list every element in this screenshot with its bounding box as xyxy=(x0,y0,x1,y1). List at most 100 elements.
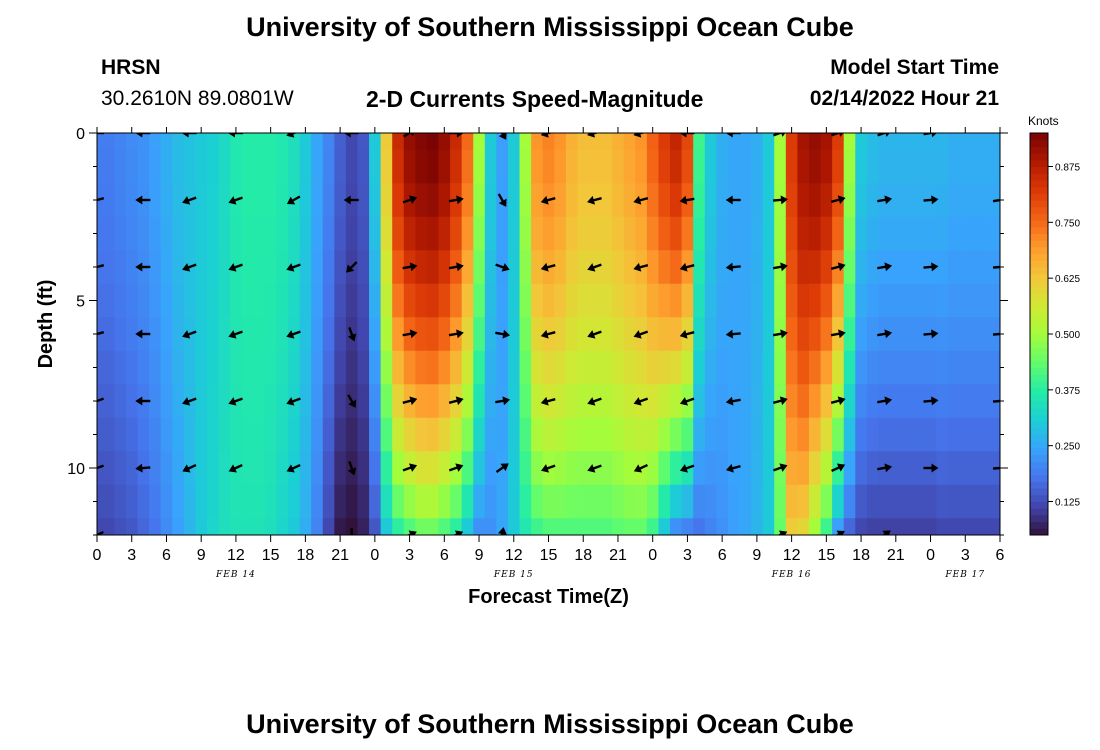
colorbar-tick-label: 0.875 xyxy=(1055,163,1080,174)
heatmap-cell xyxy=(878,283,891,318)
current-vector xyxy=(923,396,939,406)
current-vector xyxy=(633,330,649,339)
heatmap-cell xyxy=(936,317,949,352)
heatmap-cell xyxy=(913,250,926,285)
colorbar-segment xyxy=(1030,508,1048,516)
vector-head xyxy=(540,262,549,272)
heatmap-cell xyxy=(299,484,312,519)
heatmap-cell xyxy=(982,451,995,486)
heatmap-cell xyxy=(125,317,139,352)
current-vector xyxy=(772,329,788,339)
colorbar-segment xyxy=(1030,193,1048,201)
heatmap-cell xyxy=(253,283,266,318)
heatmap-cell xyxy=(426,484,440,519)
heatmap-cell xyxy=(195,317,208,352)
colorbar-segment xyxy=(1030,454,1048,462)
colorbar-segment xyxy=(1030,313,1048,322)
heatmap-cell xyxy=(693,384,706,419)
heatmap-cell xyxy=(195,518,208,535)
heatmap-cell xyxy=(797,283,810,318)
heatmap-cell xyxy=(762,133,775,151)
heatmap-cell xyxy=(97,283,104,318)
current-vector xyxy=(877,329,893,339)
heatmap-cell xyxy=(890,451,903,486)
heatmap-cell xyxy=(206,484,220,519)
heatmap-cell xyxy=(253,133,266,151)
heatmap-cell xyxy=(890,350,903,385)
heatmap-cell xyxy=(693,250,706,285)
heatmap-cell xyxy=(808,384,822,419)
current-vector xyxy=(679,133,695,138)
heatmap-cell xyxy=(612,133,625,151)
heatmap-cell xyxy=(890,216,903,251)
colorbar-segment xyxy=(1030,528,1048,536)
heatmap-cell xyxy=(600,133,613,151)
heatmap-cell xyxy=(311,384,324,419)
heatmap-cell xyxy=(97,149,104,184)
x-tick-label: 3 xyxy=(961,547,970,564)
heatmap-cell xyxy=(206,183,220,218)
heatmap-cell xyxy=(450,216,463,251)
heatmap-cell xyxy=(947,317,961,352)
y-tick-label: 0 xyxy=(76,126,85,143)
heatmap-cell xyxy=(299,149,312,184)
heatmap-cell xyxy=(542,417,555,452)
heatmap-cell xyxy=(565,484,579,519)
current-vector xyxy=(830,262,846,272)
heatmap-cell xyxy=(369,250,382,285)
heatmap-cell xyxy=(230,216,243,251)
heatmap-cell xyxy=(473,451,486,486)
heatmap-cell xyxy=(218,317,231,352)
heatmap-cell xyxy=(832,417,845,452)
heatmap-cell xyxy=(774,216,787,251)
heatmap-cell xyxy=(913,484,926,519)
heatmap-cell xyxy=(473,350,486,385)
heatmap-cell xyxy=(600,183,613,218)
heatmap-cell xyxy=(241,417,254,452)
vector-head xyxy=(837,195,846,205)
heatmap-cell xyxy=(959,518,972,535)
heatmap-cell xyxy=(531,183,544,218)
heatmap-cell xyxy=(797,149,810,184)
heatmap-cell xyxy=(102,317,115,352)
heatmap-cell xyxy=(507,417,521,452)
heatmap-cell xyxy=(762,417,775,452)
heatmap-cell xyxy=(959,484,972,519)
heatmap-cell xyxy=(947,451,961,486)
heatmap-cell xyxy=(577,384,590,419)
heatmap-cell xyxy=(832,216,845,251)
heatmap-cell xyxy=(137,350,150,385)
vector-head xyxy=(409,329,418,339)
heatmap-cell xyxy=(808,518,822,535)
heatmap-cell xyxy=(716,283,729,318)
vector-head xyxy=(182,196,191,205)
heatmap-cell xyxy=(612,149,625,184)
heatmap-cell xyxy=(450,484,463,519)
x-tick-label: 0 xyxy=(648,547,657,564)
current-vector xyxy=(97,530,104,535)
vector-head xyxy=(540,464,550,473)
heatmap-cell xyxy=(681,484,694,519)
vector-head xyxy=(347,467,357,476)
heatmap-cell xyxy=(299,451,312,486)
current-vector xyxy=(448,463,464,472)
heatmap-cell xyxy=(774,133,787,151)
current-vector xyxy=(540,396,556,406)
vector-head xyxy=(725,133,733,138)
colorbar-segment xyxy=(1030,488,1048,496)
x-tick-label: 15 xyxy=(540,547,558,564)
heatmap-cell xyxy=(473,484,486,519)
heatmap-cell xyxy=(322,250,335,285)
heatmap-cell xyxy=(577,216,590,251)
heatmap-cell xyxy=(971,283,984,318)
current-vector xyxy=(923,195,939,205)
model-start-label: Model Start Time xyxy=(830,56,999,79)
heatmap-cell xyxy=(230,283,243,318)
heatmap-cell xyxy=(380,133,393,151)
heatmap-cell xyxy=(519,216,532,251)
heatmap-cell xyxy=(149,133,162,151)
heatmap-cell xyxy=(172,317,185,352)
vector-head xyxy=(135,262,143,272)
heatmap-cell xyxy=(565,250,579,285)
heatmap-cell xyxy=(600,250,613,285)
